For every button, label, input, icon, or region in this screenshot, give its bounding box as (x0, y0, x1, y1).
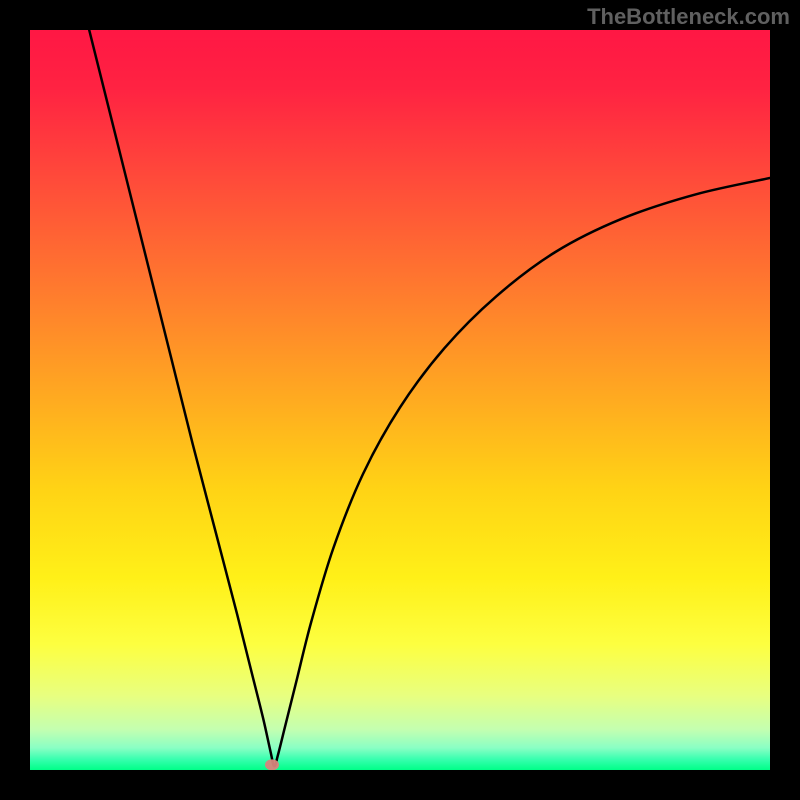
chart-frame: TheBottleneck.com (0, 0, 800, 800)
gradient-background (30, 30, 770, 770)
watermark-text: TheBottleneck.com (587, 4, 790, 30)
plot-area (30, 30, 770, 770)
plot-svg (30, 30, 770, 770)
minimum-marker (265, 759, 279, 770)
